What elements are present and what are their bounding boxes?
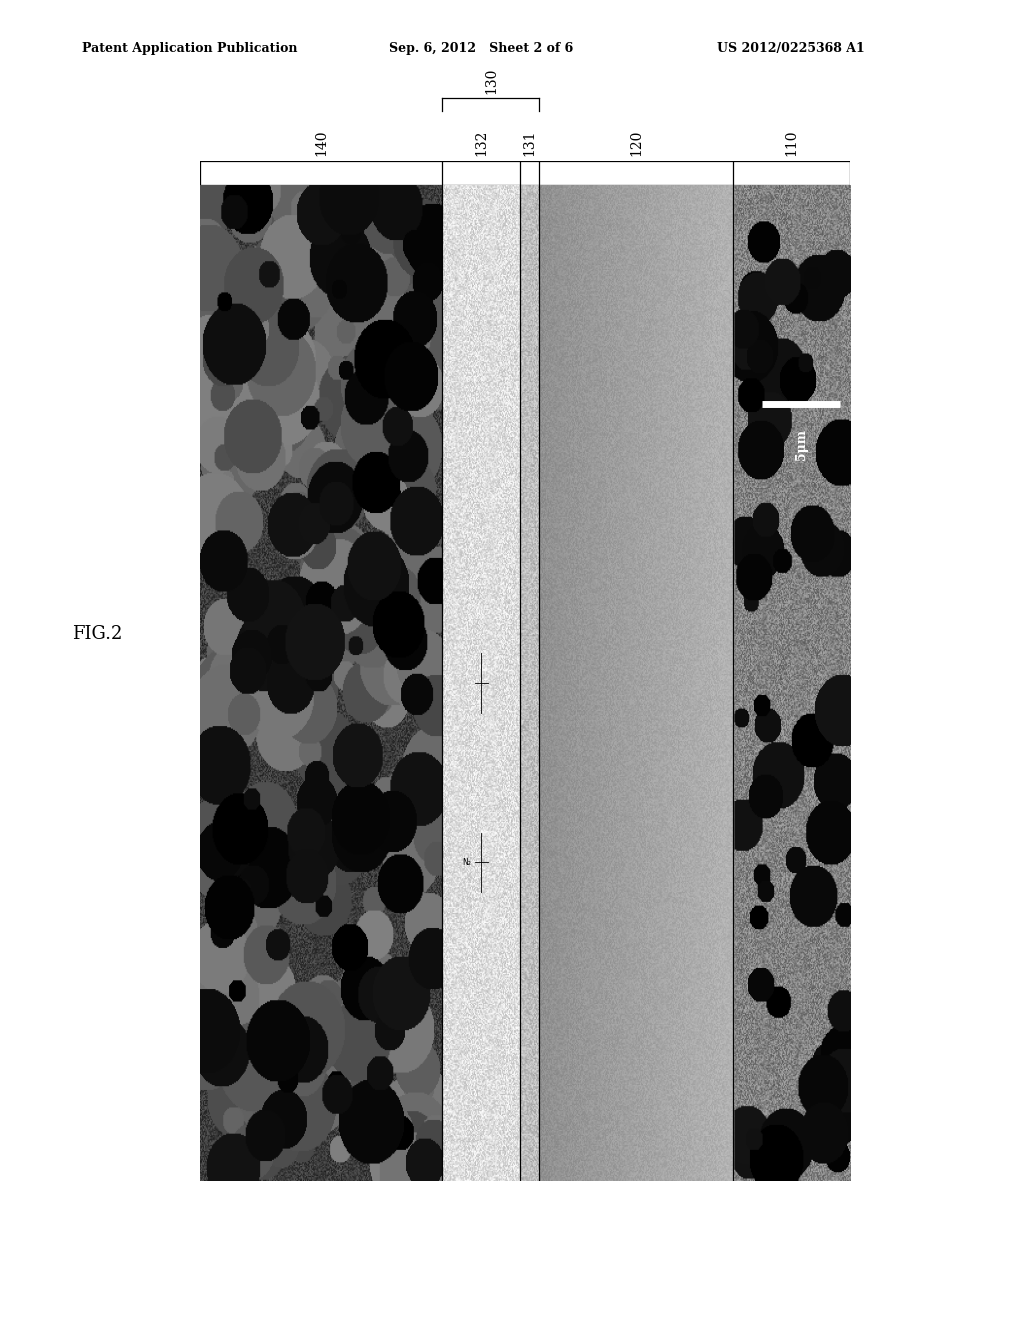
Text: Sep. 6, 2012   Sheet 2 of 6: Sep. 6, 2012 Sheet 2 of 6 [389, 42, 573, 55]
Text: N₂: N₂ [463, 858, 471, 867]
Text: 120: 120 [630, 129, 643, 156]
Text: 131: 131 [522, 129, 537, 156]
Text: Patent Application Publication: Patent Application Publication [82, 42, 297, 55]
Text: 110: 110 [784, 129, 799, 156]
Text: 5μm: 5μm [795, 429, 808, 459]
Text: 132: 132 [474, 129, 488, 156]
Text: 140: 140 [314, 129, 328, 156]
Text: US 2012/0225368 A1: US 2012/0225368 A1 [717, 42, 864, 55]
Text: 130: 130 [483, 67, 498, 94]
Text: FIG.2: FIG.2 [72, 624, 123, 643]
